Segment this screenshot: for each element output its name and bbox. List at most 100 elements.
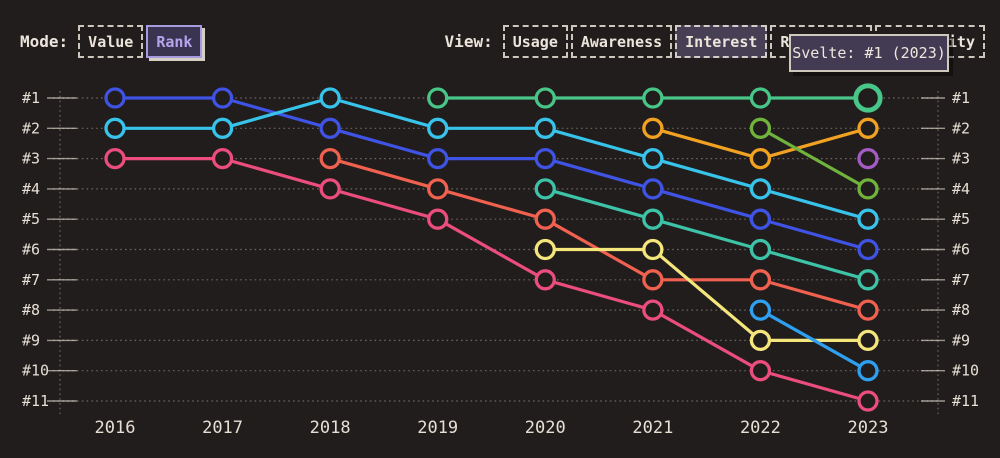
data-point-coral-2021[interactable] [642,269,664,291]
view-button-awareness[interactable]: Awareness [570,25,673,58]
year-label: 2020 [525,418,566,438]
tooltip-text: Svelte: #1 (2023) [792,44,946,62]
tooltip: Svelte: #1 (2023) [789,34,949,72]
data-point-teal-2021[interactable] [642,208,664,230]
data-point-svelte-2021[interactable] [642,87,664,109]
mode-button-rank[interactable]: Rank [146,25,203,58]
data-point-pink-2022[interactable] [749,360,772,382]
rank-label-left: #5 [22,210,40,228]
mode-switcher: Mode: Value Rank [20,25,203,58]
data-point-pink-2018[interactable] [319,178,341,200]
series-line-pink [113,157,870,403]
data-point-blue-2021[interactable] [642,178,664,200]
view-label: View: [444,32,493,51]
data-point-sky-2022[interactable] [749,299,772,321]
view-button-usage[interactable]: Usage [502,25,568,58]
data-point-amber-2023[interactable] [857,117,879,139]
data-point-teal-2020[interactable] [534,178,556,200]
rank-label-right: #3 [952,150,970,168]
data-point-blue-2016[interactable] [104,87,126,109]
rank-label-left: #4 [22,180,40,198]
data-point-coral-2019[interactable] [427,178,449,200]
data-point-sky-2023[interactable] [857,360,879,382]
rank-label-left: #8 [22,301,40,319]
series-line-coral [328,157,870,312]
year-label: 2023 [848,418,889,438]
data-point-pink-2020[interactable] [534,269,556,291]
rank-label-right: #1 [952,89,970,107]
year-label: 2022 [740,418,781,438]
data-point-yellow-2022[interactable] [749,329,772,352]
series-line-cyan [113,96,870,221]
data-point-teal-2023[interactable] [857,269,879,291]
series-line-lime [758,126,870,191]
data-point-blue-2019[interactable] [427,147,449,170]
rank-label-right: #10 [952,362,979,380]
data-point-pink-2017[interactable] [211,147,234,170]
data-point-blue-2017[interactable] [211,87,234,109]
data-point-svelte-2019[interactable] [427,87,449,109]
data-point-cyan-2016[interactable] [104,117,126,139]
data-point-pink-2023[interactable] [857,390,879,412]
rank-label-right: #6 [952,241,970,259]
rank-label-right: #8 [952,301,970,319]
rank-label-left: #11 [22,392,49,410]
series-line-sky [758,308,870,373]
data-point-purple-2023[interactable] [857,147,879,170]
data-point-coral-2018[interactable] [319,147,341,170]
rank-label-left: #1 [22,89,40,107]
data-point-cyan-2022[interactable] [749,178,772,200]
rank-label-right: #5 [952,210,970,228]
data-point-amber-2022[interactable] [749,147,772,170]
year-label: 2019 [417,418,458,438]
data-point-cyan-2023[interactable] [857,208,879,230]
data-point-pink-2016[interactable] [104,147,126,170]
year-label: 2017 [202,418,243,438]
data-point-pink-2021[interactable] [642,299,664,321]
data-point-cyan-2018[interactable] [319,87,341,109]
data-point-svelte-2023[interactable] [853,83,883,113]
rank-label-left: #2 [22,119,40,137]
data-point-svelte-2022[interactable] [749,87,772,109]
data-point-yellow-2021[interactable] [642,238,664,261]
series-line-blue [113,96,870,252]
data-point-coral-2022[interactable] [749,269,772,291]
data-point-cyan-2020[interactable] [534,117,556,139]
data-point-lime-2023[interactable] [857,178,879,200]
rank-label-left: #10 [22,362,49,380]
rank-label-left: #3 [22,150,40,168]
data-point-yellow-2023[interactable] [857,329,879,352]
data-point-blue-2022[interactable] [749,208,772,230]
data-point-cyan-2017[interactable] [211,117,234,139]
data-point-blue-2020[interactable] [534,147,556,170]
year-label: 2016 [95,418,136,438]
data-point-yellow-2020[interactable] [534,238,556,261]
rank-label-left: #7 [22,271,40,289]
data-point-coral-2020[interactable] [534,208,556,230]
series-line-teal [543,187,870,282]
data-point-cyan-2019[interactable] [427,117,449,139]
rank-label-right: #2 [952,119,970,137]
year-label: 2018 [310,418,351,438]
data-point-lime-2022[interactable] [749,117,772,139]
data-point-coral-2023[interactable] [857,299,879,321]
rank-label-right: #7 [952,271,970,289]
data-point-blue-2023[interactable] [857,238,879,261]
rank-label-right: #4 [952,180,970,198]
year-label: 2021 [632,418,673,438]
data-point-cyan-2021[interactable] [642,147,664,170]
data-point-amber-2021[interactable] [642,117,664,139]
rank-label-right: #11 [952,392,979,410]
data-point-svelte-2020[interactable] [534,87,556,109]
rank-label-left: #9 [22,331,40,349]
data-point-blue-2018[interactable] [319,117,341,139]
mode-button-value[interactable]: Value [78,25,144,58]
rank-label-left: #6 [22,241,40,259]
view-button-interest[interactable]: Interest [675,25,768,58]
mode-label: Mode: [20,32,69,51]
data-point-teal-2022[interactable] [749,238,772,261]
rank-label-right: #9 [952,331,970,349]
data-point-pink-2019[interactable] [427,208,449,230]
